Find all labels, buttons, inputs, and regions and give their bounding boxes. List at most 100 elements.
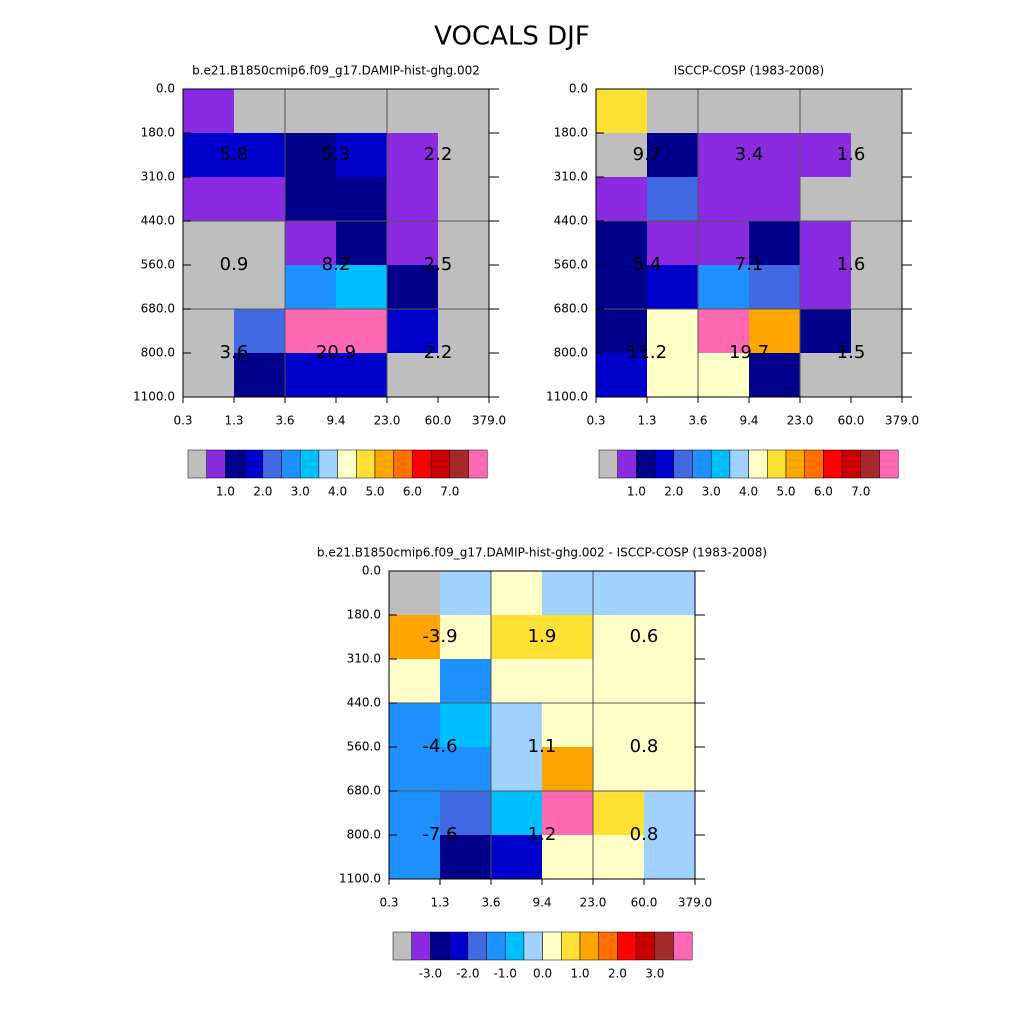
cell xyxy=(234,309,286,354)
y-tick-label: 1100.0 xyxy=(133,390,175,404)
cell xyxy=(698,133,750,178)
cell xyxy=(183,133,235,178)
cell xyxy=(647,89,699,134)
cell xyxy=(698,177,750,222)
colorbar-box xyxy=(841,449,862,479)
colorbar-box xyxy=(393,449,413,479)
cell xyxy=(749,309,801,354)
cell xyxy=(438,177,490,222)
colorbar-box xyxy=(412,449,432,479)
colorbar-box xyxy=(281,449,301,479)
x-tick-label: 379.0 xyxy=(678,896,712,910)
colorbar-label: 6.0 xyxy=(814,485,833,499)
cell xyxy=(800,89,852,134)
colorbar-box xyxy=(579,931,599,961)
cell xyxy=(800,265,852,310)
cell xyxy=(387,265,439,310)
cell-label: 3.4 xyxy=(735,144,764,165)
cell xyxy=(644,615,696,660)
y-tick-label: 680.0 xyxy=(347,784,381,798)
colorbar-box xyxy=(748,449,768,479)
cell xyxy=(336,265,388,310)
colorbar-box xyxy=(299,449,320,479)
colorbar-box xyxy=(187,449,207,479)
colorbar-box xyxy=(430,449,451,479)
x-tick-label: 9.4 xyxy=(739,414,758,428)
colorbar-box xyxy=(635,931,656,961)
colorbar-box xyxy=(636,449,656,479)
cell xyxy=(438,309,490,354)
cell xyxy=(593,615,645,660)
cell xyxy=(389,791,441,836)
cell xyxy=(234,133,286,178)
cell xyxy=(387,221,439,266)
cell xyxy=(440,835,492,880)
x-tick-label: 1.3 xyxy=(637,414,656,428)
cell-label: -7.6 xyxy=(422,824,457,845)
cell-label: 5.8 xyxy=(220,144,249,165)
colorbar-box xyxy=(374,449,394,479)
colorbar-label: 2.0 xyxy=(664,485,683,499)
cell xyxy=(438,265,490,310)
cell-label: 5.4 xyxy=(633,254,662,275)
colorbar-box xyxy=(430,931,450,961)
cell xyxy=(336,353,388,398)
cell xyxy=(183,89,235,134)
cell xyxy=(491,659,543,704)
cell xyxy=(285,353,337,398)
cell xyxy=(491,835,543,880)
cell xyxy=(644,571,696,616)
colorbar-label: 2.0 xyxy=(608,967,627,981)
colorbar-box xyxy=(673,931,693,961)
colorbar-label: 4.0 xyxy=(328,485,347,499)
cell-label: 1.1 xyxy=(528,736,557,757)
cell xyxy=(644,747,696,792)
cell xyxy=(800,309,852,354)
colorbar-box xyxy=(598,449,618,479)
cell xyxy=(596,89,648,134)
cell xyxy=(851,353,903,398)
cell xyxy=(542,615,594,660)
colorbar-label: 1.0 xyxy=(570,967,589,981)
cell xyxy=(800,133,852,178)
cell xyxy=(389,835,441,880)
cell xyxy=(749,265,801,310)
cell xyxy=(647,221,699,266)
cell xyxy=(749,177,801,222)
cell xyxy=(596,133,648,178)
y-tick-label: 680.0 xyxy=(554,302,588,316)
x-tick-label: 3.6 xyxy=(481,896,500,910)
colorbar-label: 6.0 xyxy=(403,485,422,499)
panel-title: ISCCP-COSP (1983-2008) xyxy=(674,64,824,78)
colorbar-label: 1.0 xyxy=(216,485,235,499)
cell xyxy=(542,835,594,880)
cell-label: 20.9 xyxy=(316,342,356,363)
cell xyxy=(234,265,286,310)
cell xyxy=(491,571,543,616)
colorbar-box xyxy=(243,449,264,479)
cell-label: 0.6 xyxy=(630,626,659,647)
colorbar-box xyxy=(356,449,376,479)
cell xyxy=(183,265,235,310)
colorbar-box xyxy=(561,931,581,961)
colorbar-box xyxy=(467,931,487,961)
cell xyxy=(593,835,645,880)
colorbar-box xyxy=(337,449,357,479)
colorbar-label: 5.0 xyxy=(776,485,795,499)
cell xyxy=(440,615,492,660)
colorbar-box xyxy=(598,931,618,961)
colorbar-box xyxy=(692,449,712,479)
x-tick-label: 1.3 xyxy=(224,414,243,428)
cell xyxy=(183,221,235,266)
cell-label: 2.2 xyxy=(424,342,453,363)
cell xyxy=(542,659,594,704)
cell xyxy=(647,309,699,354)
cell xyxy=(698,353,750,398)
cell xyxy=(389,747,441,792)
cell xyxy=(440,659,492,704)
colorbar-box xyxy=(729,449,749,479)
cell xyxy=(336,309,388,354)
cell xyxy=(800,177,852,222)
x-tick-label: 1.3 xyxy=(430,896,449,910)
